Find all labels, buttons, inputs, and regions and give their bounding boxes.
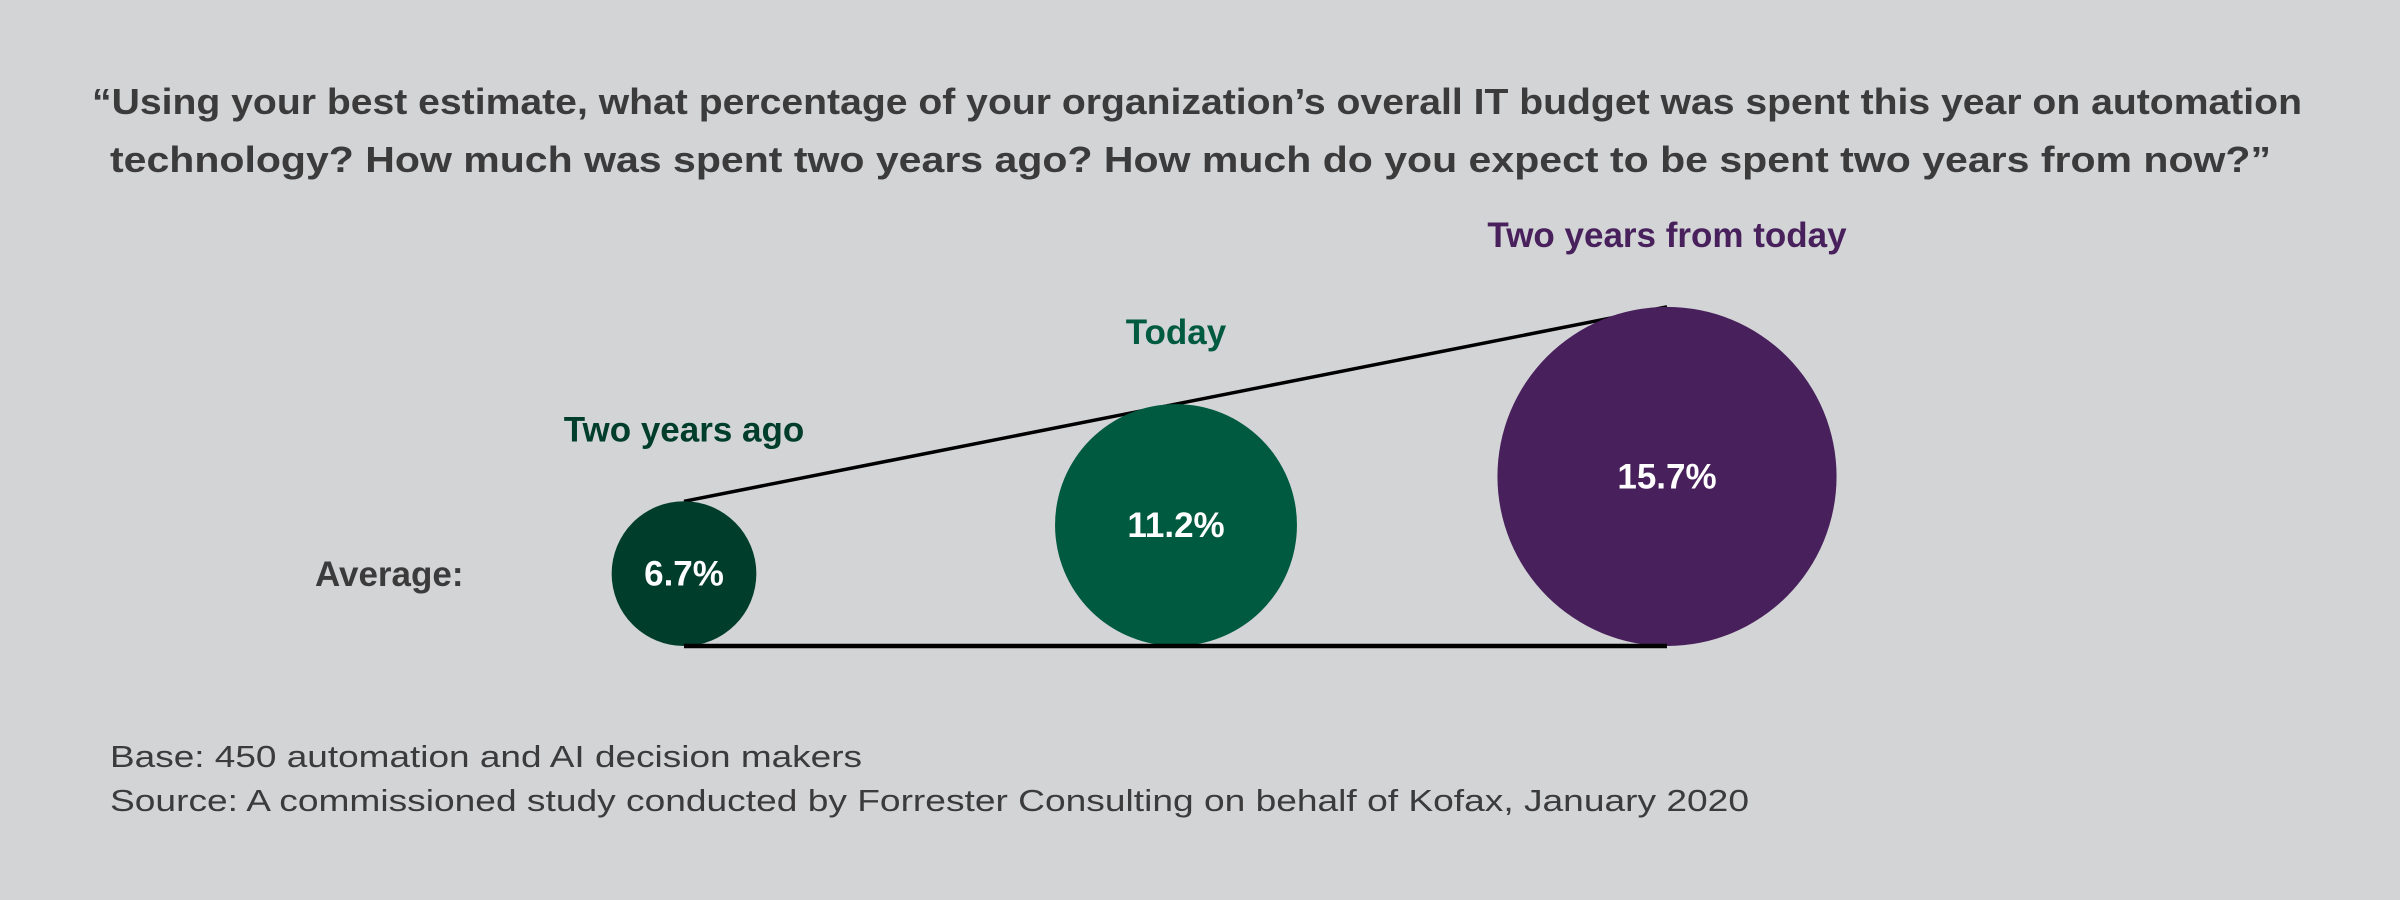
row-label-average: Average: <box>315 555 464 594</box>
footnote-base: Base: 450 automation and AI decision mak… <box>110 739 862 774</box>
bubble-value-label: 15.7% <box>1617 457 1716 496</box>
question-line-1: “Using your best estimate, what percenta… <box>92 81 2302 122</box>
category-label: Two years from today <box>1487 216 1847 255</box>
bubble-2 <box>1497 306 1837 646</box>
question-line-2: technology? How much was spent two years… <box>110 139 2271 180</box>
bubble-0 <box>611 501 757 646</box>
bubble-value-label: 11.2% <box>1127 506 1224 545</box>
category-label: Two years ago <box>564 410 805 449</box>
category-label: Today <box>1126 313 1227 352</box>
footnote-source: Source: A commissioned study conducted b… <box>110 783 1749 818</box>
bubble-chart: 6.7% Two years ago 11.2% Today 15.7% Two year… <box>564 216 1847 649</box>
bubble-value-label: 6.7% <box>644 555 724 594</box>
bubble-1 <box>1055 404 1297 646</box>
